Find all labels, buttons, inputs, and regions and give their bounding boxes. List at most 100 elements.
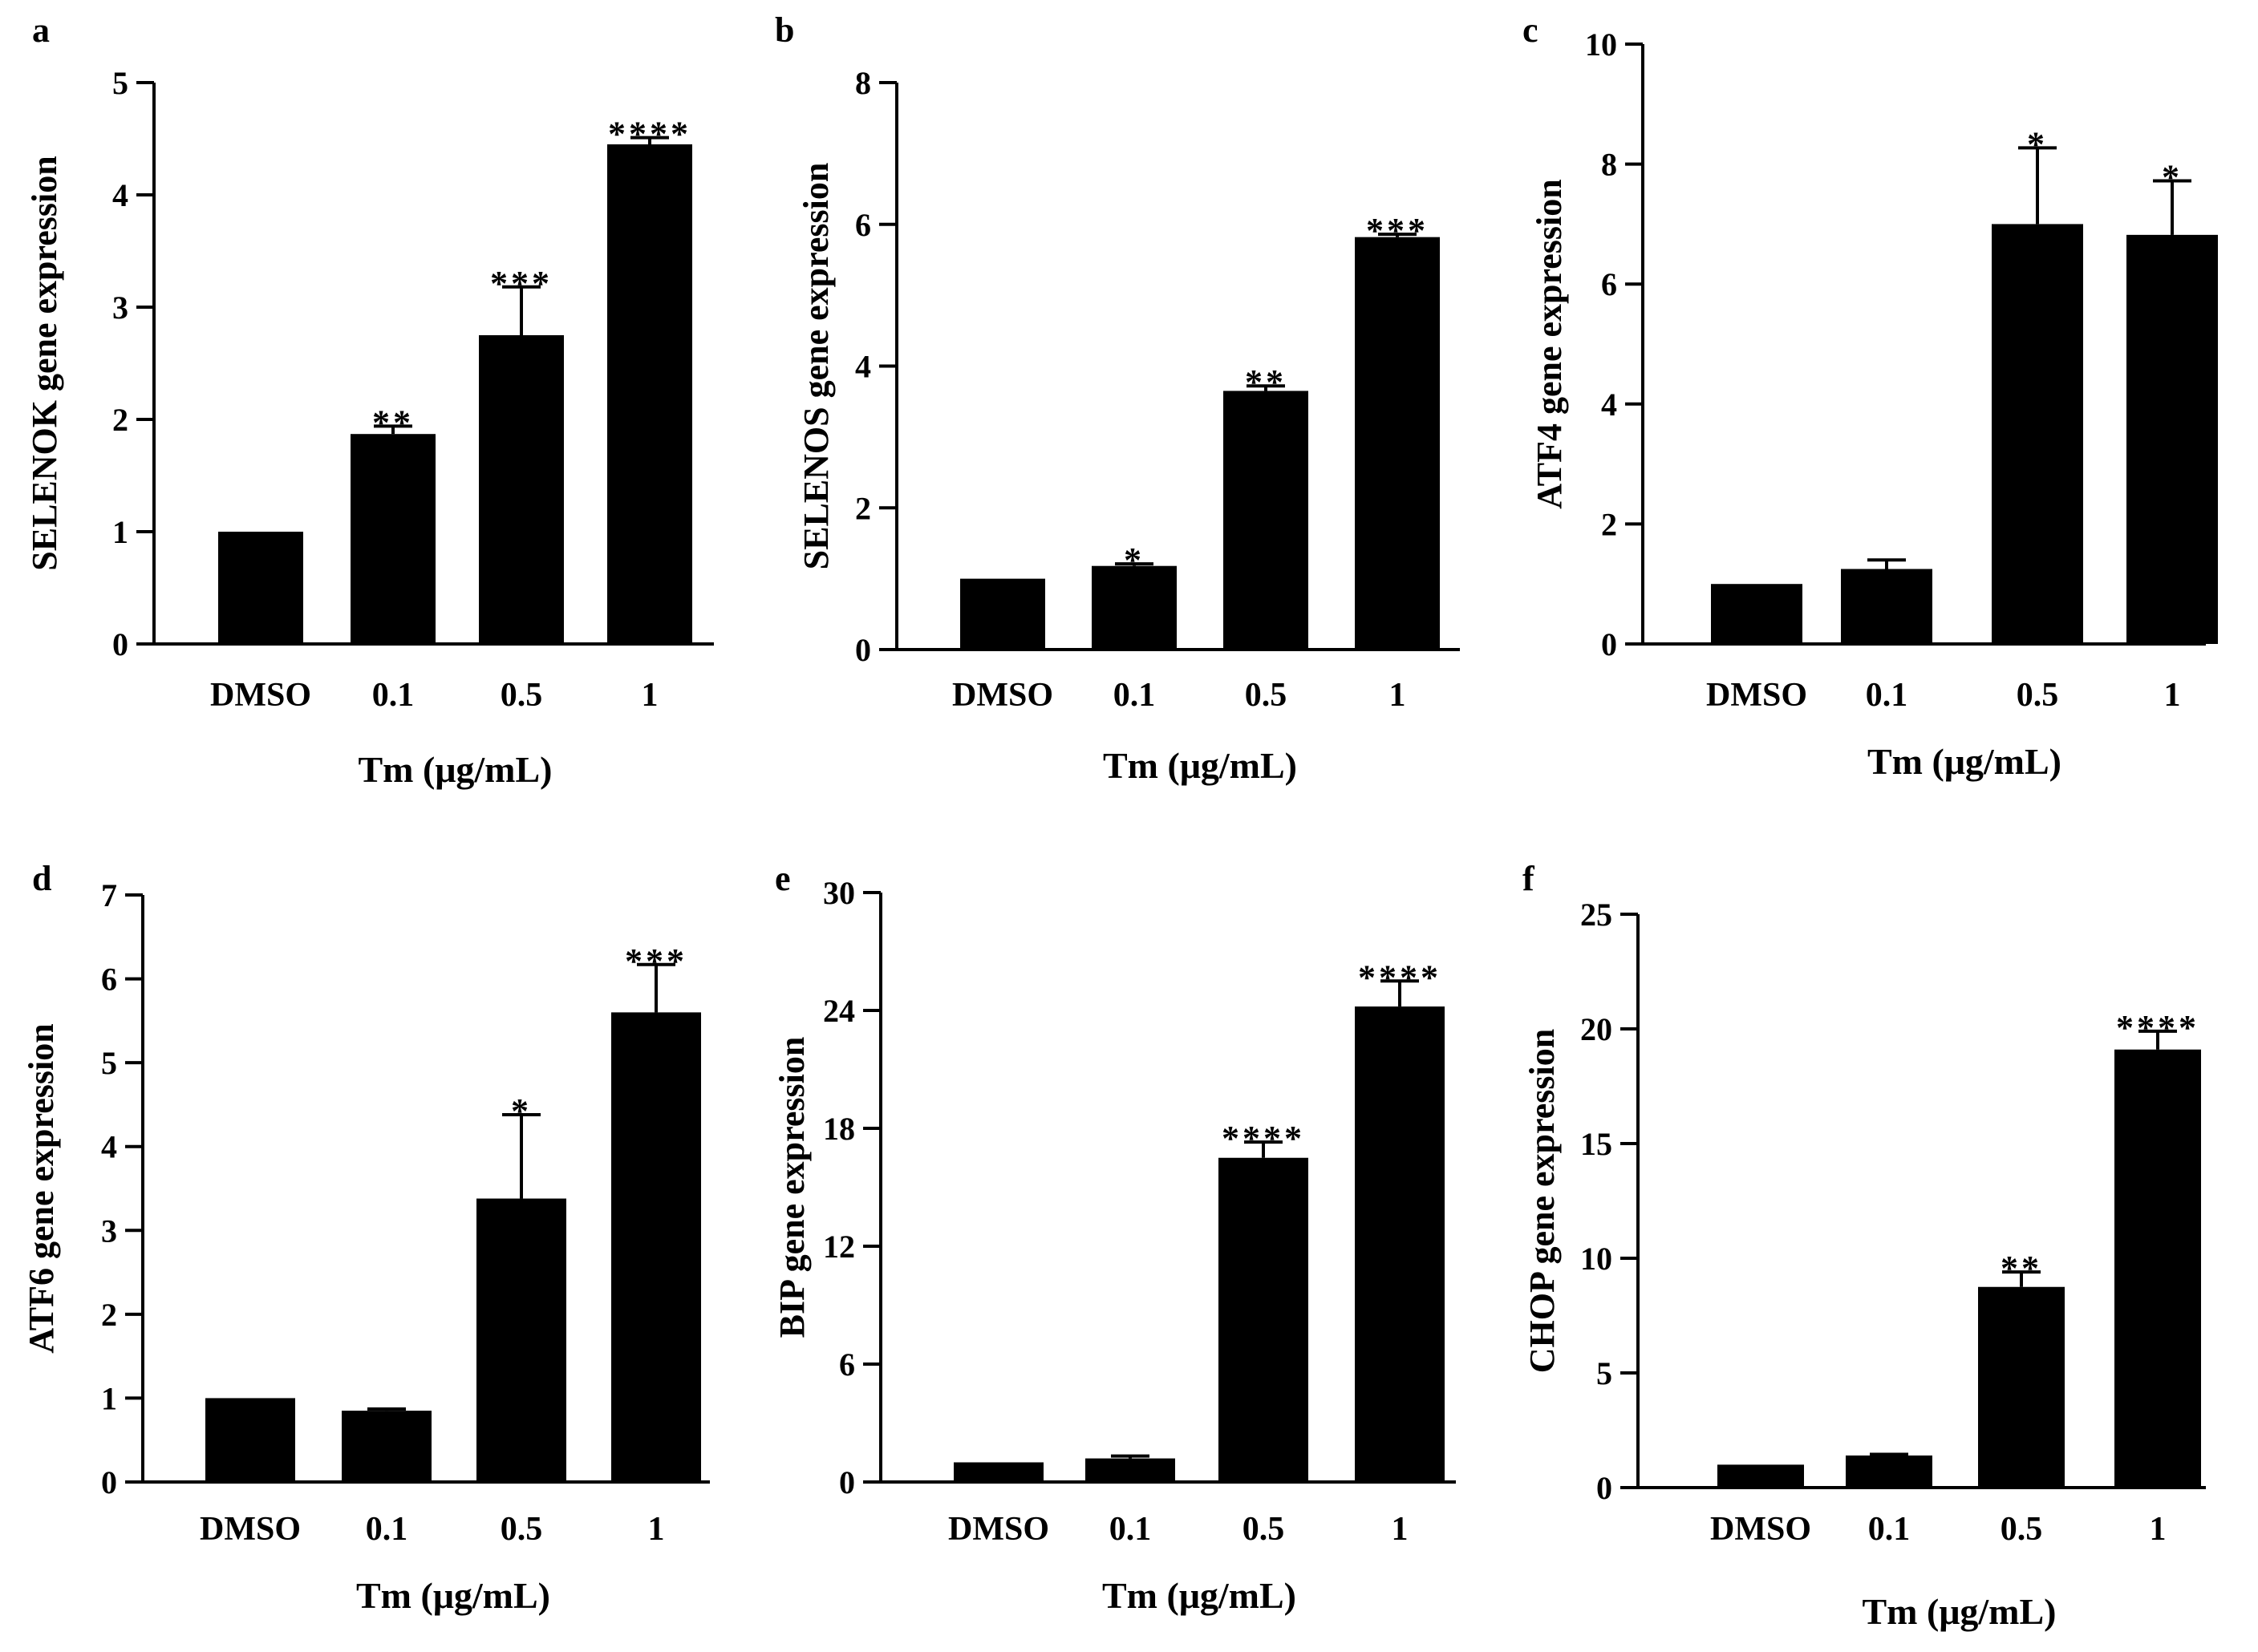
y-tick-label: 0 — [855, 632, 871, 668]
panel-f: f 0 5 10 15 20 25 CHOP gene expression DMSO 0.1 **… — [1522, 859, 2206, 1632]
significance-label: * — [511, 1091, 532, 1131]
x-tick-label: DMSO — [1710, 1511, 1811, 1548]
bar — [1846, 1455, 1932, 1488]
significance-label: **** — [2116, 1008, 2199, 1047]
significance-label: * — [2162, 158, 2183, 197]
bar — [1711, 584, 1802, 644]
significance-label: **** — [608, 115, 691, 154]
bar — [1355, 1006, 1445, 1482]
y-tick-label: 3 — [101, 1213, 117, 1249]
x-tick-label: DMSO — [952, 677, 1053, 714]
x-tick-label: DMSO — [1706, 677, 1807, 714]
bar — [218, 532, 303, 644]
y-tick-label: 8 — [1601, 147, 1617, 183]
x-tick-label: 0.5 — [2017, 677, 2059, 714]
bar — [1085, 1458, 1175, 1482]
panel-letter: b — [775, 10, 794, 50]
panel-letter: d — [32, 859, 51, 898]
y-tick-label: 10 — [1580, 1241, 1612, 1277]
bar — [960, 578, 1045, 650]
significance-label: *** — [625, 941, 687, 981]
y-tick-label: 2 — [101, 1297, 117, 1333]
panel-letter: a — [32, 10, 50, 50]
y-tick-label: 10 — [1585, 26, 1617, 63]
y-tick-label: 4 — [101, 1129, 117, 1165]
x-tick-label: 1 — [1392, 1511, 1409, 1548]
y-tick-label: 4 — [112, 177, 128, 213]
panel-letter: f — [1522, 859, 1535, 898]
x-tick-label: 0.5 — [501, 1511, 543, 1548]
bar — [351, 434, 436, 644]
y-tick-label: 12 — [823, 1229, 855, 1265]
y-tick-label: 0 — [1596, 1470, 1612, 1506]
bar — [1092, 565, 1177, 650]
x-tick-label: DMSO — [948, 1511, 1049, 1548]
x-tick-label: 0.5 — [501, 677, 543, 714]
significance-label: *** — [1366, 211, 1429, 250]
y-tick-label: 4 — [1601, 387, 1617, 423]
bar — [611, 1012, 701, 1482]
x-tick-label: 0.1 — [1866, 677, 1908, 714]
y-axis-title: ATF4 gene expression — [1530, 179, 1569, 508]
bar — [2114, 1049, 2201, 1488]
y-tick-label: 5 — [101, 1045, 117, 1081]
significance-label: *** — [490, 264, 553, 303]
x-axis-title: Tm (μg/mL) — [359, 749, 553, 790]
y-axis-title: CHOP gene expression — [1522, 1029, 1562, 1373]
bar — [1218, 1157, 1308, 1482]
y-tick-label: 5 — [112, 65, 128, 101]
x-tick-label: DMSO — [210, 677, 311, 714]
y-tick-label: 6 — [855, 207, 871, 243]
y-tick-label: 6 — [101, 962, 117, 998]
y-tick-label: 5 — [1596, 1355, 1612, 1391]
y-tick-label: 18 — [823, 1111, 855, 1147]
y-tick-label: 0 — [1601, 626, 1617, 662]
significance-label: * — [2027, 124, 2048, 164]
panel-c: c 0 2 4 6 8 10 ATF4 gene expression DMSO 0.1 * 0.5 *… — [1522, 10, 2218, 782]
x-tick-label: DMSO — [200, 1511, 301, 1548]
x-tick-label: 0.1 — [372, 677, 415, 714]
y-tick-label: 8 — [855, 65, 871, 101]
y-tick-label: 30 — [823, 875, 855, 911]
x-axis-title: Tm (μg/mL) — [1102, 1575, 1296, 1616]
y-tick-label: 2 — [1601, 506, 1617, 542]
y-axis-title: SELENOK gene expression — [25, 156, 64, 570]
panel-a: a 0 1 2 3 4 5 SELENOK gene expression DMSO ** 0.1 *… — [25, 10, 714, 790]
x-axis-title: Tm (μg/mL) — [1863, 1591, 2057, 1632]
x-axis-title: Tm (μg/mL) — [1103, 745, 1297, 786]
significance-label: ** — [372, 403, 414, 442]
x-tick-label: 1 — [2164, 677, 2181, 714]
y-tick-label: 7 — [101, 877, 117, 913]
y-tick-label: 2 — [112, 402, 128, 438]
panel-e: e 0 6 12 18 24 30 BIP gene expression DMSO 0.1 ***… — [772, 859, 1456, 1616]
bar — [954, 1462, 1044, 1482]
x-axis-title: Tm (μg/mL) — [1867, 741, 2061, 782]
x-tick-label: 0.1 — [1109, 1511, 1152, 1548]
significance-label: **** — [1222, 1119, 1305, 1158]
y-tick-label: 3 — [112, 290, 128, 326]
significance-label: ** — [1245, 362, 1287, 402]
bar — [476, 1198, 566, 1482]
y-tick-label: 1 — [112, 514, 128, 550]
x-tick-label: 1 — [642, 677, 659, 714]
x-tick-label: 0.1 — [1113, 677, 1156, 714]
y-tick-label: 0 — [112, 626, 128, 662]
bar — [1223, 391, 1308, 650]
bar — [1992, 224, 2083, 644]
x-tick-label: 0.1 — [1868, 1511, 1911, 1548]
x-tick-label: 0.1 — [366, 1511, 408, 1548]
y-axis-title: ATF6 gene expression — [22, 1023, 61, 1353]
bar — [607, 144, 692, 644]
significance-label: * — [1124, 541, 1145, 580]
x-tick-label: 0.5 — [2001, 1511, 2043, 1548]
bar — [1841, 569, 1932, 644]
x-tick-label: 0.5 — [1245, 677, 1287, 714]
bar — [479, 335, 564, 644]
y-tick-label: 15 — [1580, 1126, 1612, 1162]
y-tick-label: 2 — [855, 490, 871, 526]
significance-label: ** — [2001, 1249, 2042, 1288]
panel-d: d 0 1 2 3 4 5 6 7 ATF6 gene expression DMSO 0.1 * 0.5… — [22, 859, 710, 1616]
y-tick-label: 20 — [1580, 1011, 1612, 1047]
